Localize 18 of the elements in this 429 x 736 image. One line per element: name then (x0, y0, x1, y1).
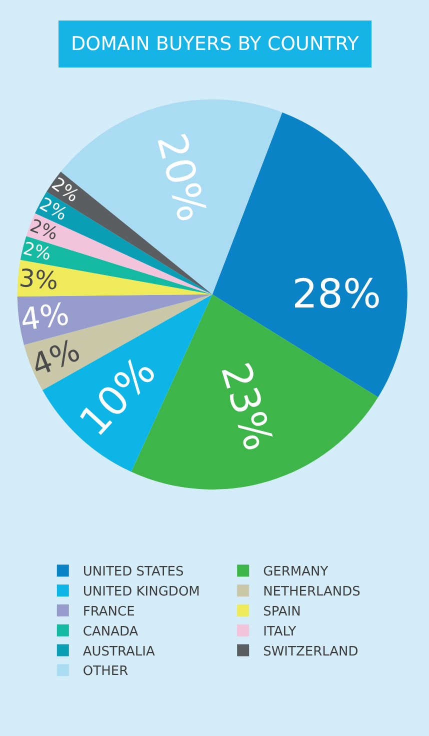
legend-label: OTHER (82, 664, 128, 680)
data-label: 2% (21, 239, 53, 266)
legend-label: FRANCE (82, 604, 135, 620)
data-label: 20% (147, 128, 215, 226)
legend-label: UNITED KINGDOM (82, 584, 200, 600)
data-label: 28% (292, 271, 382, 318)
data-label: 3% (18, 263, 60, 296)
legend-label: SWITZERLAND (263, 644, 358, 660)
legend-label: AUSTRALIA (82, 644, 155, 660)
legend-label: ITALY (263, 624, 296, 640)
legend-label: GERMANY (263, 564, 328, 580)
legend-label: NETHERLANDS (263, 584, 360, 600)
legend-label: UNITED STATES (82, 564, 184, 580)
pie-slice (17, 260, 212, 296)
data-label: 23% (211, 358, 282, 456)
chart-title: DOMAIN BUYERS BY COUNTRY (71, 33, 360, 55)
legend-label: SPAIN (263, 604, 301, 620)
legend-label: CANADA (82, 624, 138, 640)
